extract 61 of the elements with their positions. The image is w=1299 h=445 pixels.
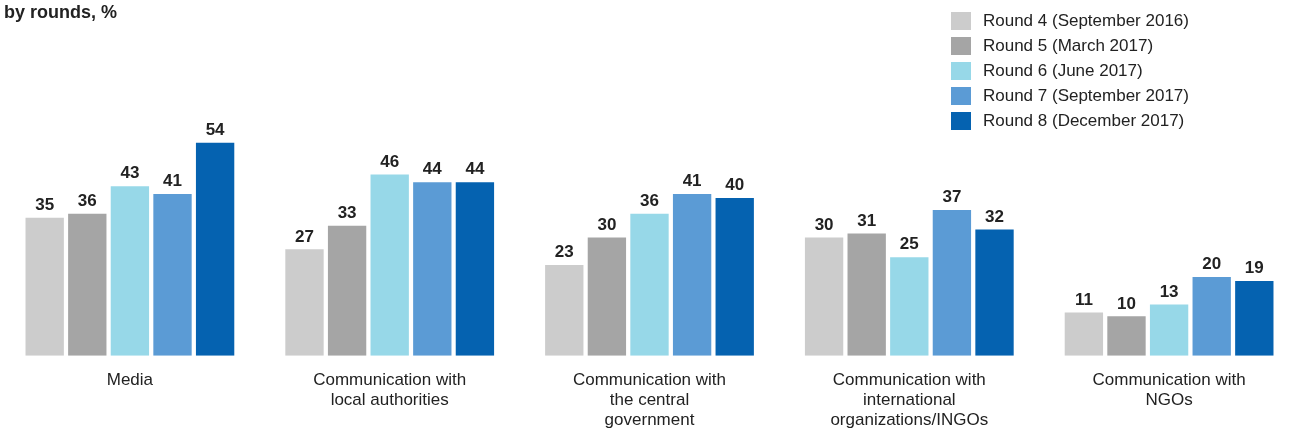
bar <box>110 186 150 356</box>
data-label: 25 <box>899 234 919 254</box>
legend-label: Round 5 (March 2017) <box>982 35 1154 56</box>
data-label: 44 <box>465 159 485 179</box>
data-label: 37 <box>942 187 962 207</box>
bar <box>715 198 754 356</box>
bar <box>975 229 1014 356</box>
data-label: 35 <box>35 194 55 214</box>
bar <box>455 182 495 356</box>
data-label: 46 <box>380 151 400 171</box>
data-label: 43 <box>120 163 140 183</box>
legend-label: Round 7 (September 2017) <box>982 85 1189 106</box>
bar <box>545 265 584 356</box>
data-label: 36 <box>640 191 659 211</box>
data-label: 44 <box>422 159 443 179</box>
data-label: 31 <box>857 210 877 230</box>
bar <box>1235 280 1274 356</box>
bar <box>68 213 107 356</box>
data-label: 30 <box>597 214 617 234</box>
bar <box>1064 312 1104 356</box>
data-label: 13 <box>1159 281 1179 301</box>
data-label: 10 <box>1117 293 1136 313</box>
data-label: 40 <box>725 175 745 195</box>
bar <box>847 233 886 356</box>
bar <box>153 194 192 356</box>
data-label: 27 <box>295 226 314 246</box>
x-tick-label: Communication with local authorities <box>313 369 467 410</box>
chart-title: by rounds, % <box>4 2 118 23</box>
bar <box>195 142 235 356</box>
x-tick-label: Communication with NGOs <box>1092 369 1246 410</box>
bar <box>630 213 669 356</box>
legend-label: Round 6 (June 2017) <box>982 60 1143 81</box>
bar <box>1192 276 1231 356</box>
bar <box>25 217 64 356</box>
data-label: 11 <box>1074 289 1093 309</box>
bar <box>890 257 929 356</box>
bar <box>804 237 844 356</box>
data-label: 32 <box>985 206 1004 226</box>
data-label: 54 <box>205 120 226 140</box>
legend-label: Round 4 (September 2016) <box>982 10 1189 31</box>
data-label: 19 <box>1244 258 1264 278</box>
x-tick-label: Communication with international organizations/INGOs <box>830 369 989 430</box>
x-tick-label: Communication with the central government <box>572 369 727 430</box>
data-label: 20 <box>1202 254 1222 274</box>
x-tick-label: Media <box>106 369 154 389</box>
bar <box>672 194 712 356</box>
bar <box>370 174 409 356</box>
data-label: 41 <box>682 171 702 191</box>
bar <box>285 249 324 356</box>
bar <box>1107 316 1146 356</box>
data-label: 41 <box>163 171 182 191</box>
bar <box>587 237 627 356</box>
bar <box>1149 304 1189 356</box>
legend-label: Round 8 (December 2017) <box>982 110 1185 131</box>
data-label: 30 <box>814 214 834 234</box>
data-label: 23 <box>554 242 574 262</box>
data-label: 36 <box>77 191 97 211</box>
bar <box>932 209 972 356</box>
bar <box>413 182 452 356</box>
data-label: 33 <box>337 202 357 222</box>
bar <box>327 225 367 356</box>
